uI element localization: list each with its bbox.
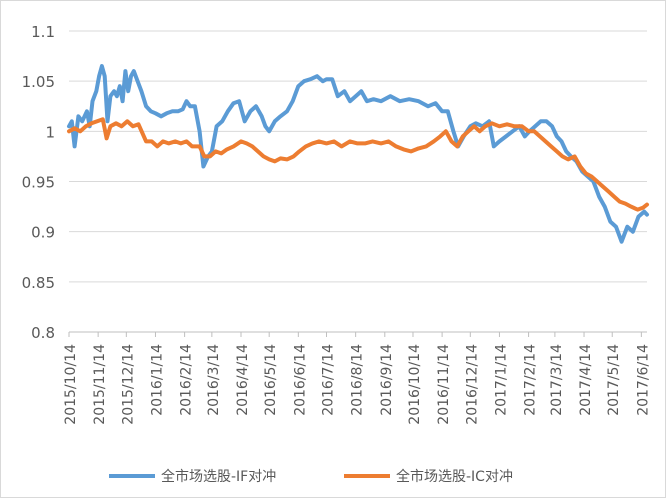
x-tick-label: 2016/10/14 — [407, 344, 423, 425]
x-tick-label: 2015/10/14 — [63, 344, 79, 425]
y-tick-label: 0.95 — [22, 174, 55, 192]
gridlines — [69, 30, 647, 333]
legend: 全市场选股-IF对冲 全市场选股-IC对冲 — [109, 468, 513, 485]
series-line-1 — [67, 64, 649, 244]
x-tick-label: 2016/4/14 — [235, 344, 251, 416]
x-tick-label: 2016/11/14 — [436, 344, 452, 425]
x-axis: 2015/10/14 2015/11/14 2015/12/14 2016/1/14 2… — [63, 332, 651, 425]
x-tick-label: 2016/7/14 — [321, 344, 337, 416]
x-tick-label: 2017/6/14 — [635, 344, 651, 416]
x-tick-label: 2016/1/14 — [149, 344, 165, 416]
legend-label: 全市场选股-IF对冲 — [161, 468, 276, 485]
y-tick-label: 1.05 — [22, 73, 55, 91]
series-line-2 — [67, 117, 649, 212]
x-tick-label: 2017/5/14 — [606, 344, 622, 416]
legend-label: 全市场选股-IC对冲 — [396, 468, 513, 485]
x-tick-label: 2016/5/14 — [263, 344, 279, 416]
y-axis: 0.8 0.85 0.9 0.95 1 1.05 1.1 — [22, 23, 55, 342]
x-tick-label: 2017/2/14 — [523, 344, 539, 416]
x-tick-label: 2015/12/14 — [120, 344, 136, 425]
x-tick-label: 2016/12/14 — [464, 344, 480, 425]
x-tick-label: 2016/9/14 — [379, 344, 395, 416]
x-tick-label: 2015/11/14 — [92, 344, 108, 425]
x-tick-label: 2017/1/14 — [493, 344, 509, 416]
y-tick-label: 0.85 — [22, 274, 55, 292]
x-tick-label: 2017/3/14 — [549, 344, 565, 416]
x-tick-label: 2016/3/14 — [206, 344, 222, 416]
y-tick-label: 0.9 — [31, 224, 55, 242]
x-tick-label: 2016/2/14 — [179, 344, 195, 416]
x-tick-label: 2017/4/14 — [578, 344, 594, 416]
y-tick-label: 1.1 — [31, 23, 55, 41]
x-tick-label: 2016/8/14 — [350, 344, 366, 416]
y-tick-label: 0.8 — [31, 324, 55, 342]
y-tick-label: 1 — [45, 123, 55, 141]
series-lines — [67, 64, 649, 244]
x-tick-label: 2016/6/14 — [292, 344, 308, 416]
